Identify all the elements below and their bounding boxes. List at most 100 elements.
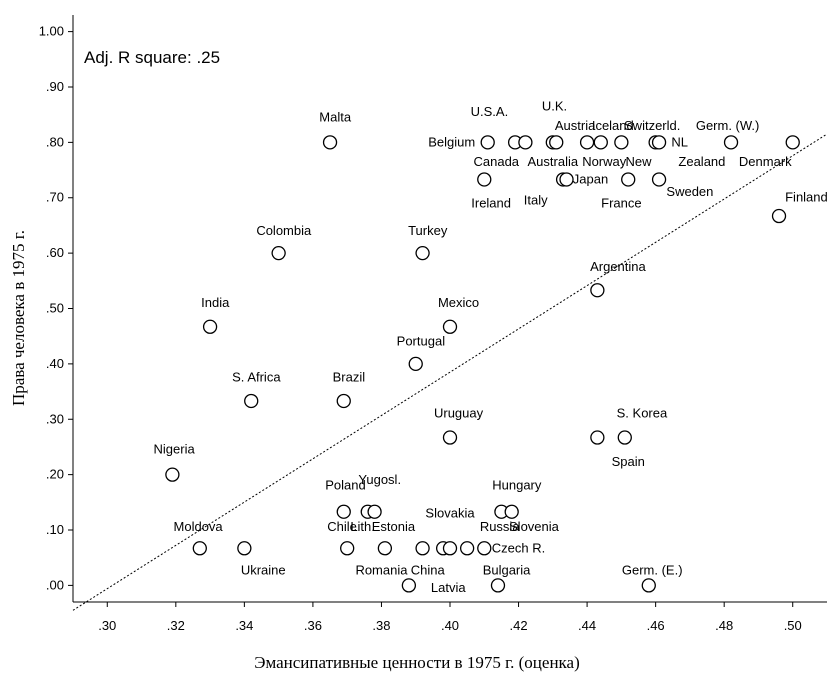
point-label: Estonia: [372, 519, 416, 534]
point-label: China: [411, 562, 446, 577]
point-label: U.K.: [542, 98, 567, 113]
data-point: [477, 172, 492, 187]
y-tick-label: .80: [46, 134, 64, 149]
y-tick-label: .10: [46, 522, 64, 537]
data-point: [504, 504, 519, 519]
data-point: [336, 504, 351, 519]
data-point: [165, 467, 180, 482]
point-label: Uruguay: [434, 406, 484, 421]
fit-line: [72, 133, 827, 611]
point-label: Romania: [355, 562, 408, 577]
data-point: [641, 578, 656, 593]
data-point: [401, 578, 417, 593]
point-label: Switzerld.: [624, 118, 680, 133]
point-label: Sweden: [666, 184, 713, 199]
point-label: Japan: [573, 171, 608, 186]
point-label: Finland: [785, 190, 827, 205]
point-label: France: [601, 195, 641, 210]
point-label: Russia: [480, 519, 521, 534]
fit-line-group: [72, 133, 827, 611]
data-point: [621, 172, 636, 187]
r-square-annotation: Adj. R square: .25: [84, 48, 220, 67]
y-tick-label: .60: [46, 245, 64, 260]
data-point: [377, 541, 393, 556]
data-point: [490, 578, 506, 593]
y-axis-title: Права человека в 1975 г.: [9, 230, 28, 406]
x-tick-label: .40: [441, 618, 459, 633]
data-point: [244, 393, 259, 409]
x-axis-title: Эмансипативные ценности в 1975 г. (оценк…: [254, 653, 580, 672]
point-label: Latvia: [431, 580, 466, 595]
x-tick-label: .50: [784, 618, 802, 633]
point-label: Austria: [555, 118, 596, 133]
data-point: [415, 541, 430, 556]
point-label: Hungary: [492, 478, 542, 493]
data-point: [518, 135, 533, 150]
point-labels: Nigeria Moldova India Ukraine S. Africa Colom…: [154, 98, 827, 595]
point-label: Italy: [524, 193, 548, 208]
data-point: [590, 283, 605, 298]
x-tick-label: .34: [235, 618, 253, 633]
y-tick-label: .40: [46, 356, 64, 371]
data-point: [322, 135, 338, 150]
point-label: Nigeria: [154, 442, 196, 457]
data-point: [442, 541, 458, 556]
data-point: [415, 245, 430, 261]
data-point: [459, 541, 475, 556]
point-label: Chile: [327, 519, 357, 534]
point-label: Yugosl.: [358, 472, 401, 487]
x-tick-label: .30: [98, 618, 116, 633]
point-label: Norway: [582, 154, 627, 169]
data-points: [165, 135, 800, 593]
data-point: [477, 541, 492, 556]
point-label: Belgium: [428, 134, 475, 149]
point-label: Moldova: [174, 519, 224, 534]
point-label: Bulgaria: [483, 562, 531, 577]
point-label: Spain: [612, 454, 645, 469]
y-tick-label: .30: [46, 411, 64, 426]
data-point: [771, 208, 787, 224]
data-point: [651, 135, 667, 150]
data-point: [549, 135, 564, 150]
data-point: [579, 135, 595, 150]
x-tick-label: .44: [578, 618, 596, 633]
point-label: U.S.A.: [471, 104, 509, 119]
data-point: [237, 541, 252, 556]
point-label: Poland: [325, 478, 365, 493]
point-label: Malta: [319, 109, 352, 124]
x-tick-label: .42: [510, 618, 528, 633]
point-label: Canada: [473, 154, 519, 169]
data-point: [559, 172, 574, 187]
point-label: Colombia: [256, 223, 312, 238]
data-point: [408, 356, 423, 372]
x-tick-label: .48: [715, 618, 733, 633]
data-point: [480, 135, 495, 150]
data-point: [336, 393, 351, 409]
point-label: S. Africa: [232, 370, 281, 385]
data-point: [192, 541, 207, 556]
point-label: Ukraine: [241, 562, 286, 577]
data-point: [442, 319, 458, 334]
point-label: Portugal: [397, 334, 446, 349]
point-label: Denmark: [739, 154, 792, 169]
data-point: [651, 172, 667, 187]
data-point: [340, 541, 355, 556]
point-label: Brazil: [333, 370, 366, 385]
point-label: Mexico: [438, 295, 479, 310]
data-point: [614, 135, 629, 150]
point-label: Iceland: [592, 118, 634, 133]
data-point: [617, 430, 632, 445]
point-label: New: [625, 154, 652, 169]
y-tick-label: .20: [46, 467, 64, 482]
point-label: Australia: [528, 154, 579, 169]
data-point: [590, 430, 605, 445]
point-label: Czech R.: [492, 540, 545, 555]
x-tick-label: .36: [304, 618, 322, 633]
y-tick-label: .70: [46, 190, 64, 205]
y-tick-label: .00: [46, 577, 64, 592]
point-label: Zealand: [678, 154, 725, 169]
point-label: NL: [671, 134, 688, 149]
point-label: Germ. (E.): [622, 562, 683, 577]
